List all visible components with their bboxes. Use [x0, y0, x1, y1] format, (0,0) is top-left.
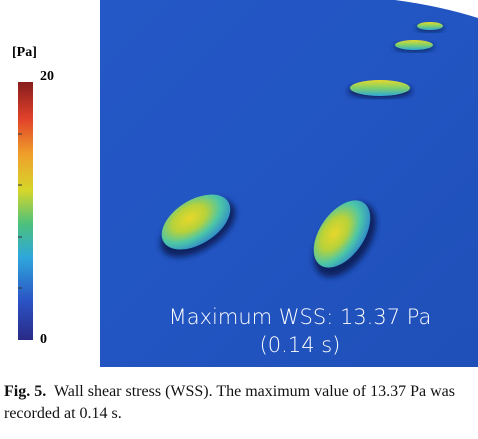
render-background: [100, 0, 478, 367]
figure-graphic: [Pa] 20 0 Maximum WSS: 13.37 Pa (0.14 s): [12, 0, 478, 367]
caption-text: Wall shear stress (WSS). The maximum val…: [4, 383, 455, 422]
stent-struts: [160, 22, 444, 278]
caption: Fig. 5. Wall shear stress (WSS). The max…: [4, 381, 476, 425]
colorbar-min: 0: [40, 332, 47, 347]
colorbar-ticks: [18, 133, 22, 289]
surface-edge: [395, 0, 478, 18]
overlay-max: Maximum WSS: 13.37 Pa: [169, 305, 432, 329]
colorbar-unit: [Pa]: [12, 45, 37, 60]
overlay-time: (0.14 s): [260, 333, 341, 357]
caption-label: Fig. 5.: [4, 383, 47, 400]
colorbar: [18, 82, 33, 340]
colorbar-max: 20: [40, 69, 54, 84]
